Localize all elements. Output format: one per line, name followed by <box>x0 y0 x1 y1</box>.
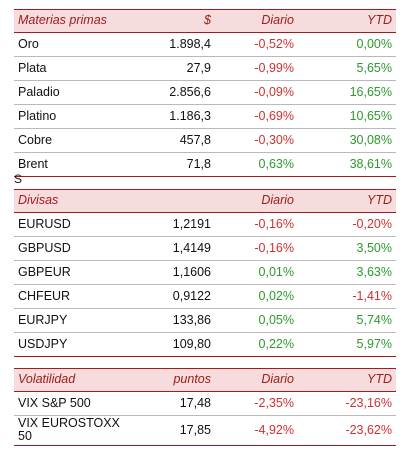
row-value: 133,86 <box>172 313 211 327</box>
table-row: VIX S&P 500 17,48 -2,35% -23,16% <box>14 392 396 416</box>
row-daily: 0,22% <box>258 337 294 351</box>
row-daily: -0,16% <box>254 241 294 255</box>
row-ytd: -0,20% <box>352 217 392 231</box>
row-ytd: 5,74% <box>356 313 392 327</box>
row-ytd: 3,63% <box>356 265 392 279</box>
table-row: USDJPY 109,80 0,22% 5,97% <box>14 333 396 357</box>
row-name: Plata <box>18 61 47 75</box>
row-value: 1,4149 <box>172 241 211 255</box>
table-row: Brent 71,8 0,63% 38,61% <box>14 153 396 177</box>
row-daily: 0,01% <box>258 265 294 279</box>
row-name: USDJPY <box>18 337 68 351</box>
row-value: 27,9 <box>186 61 211 75</box>
header-daily: Diario <box>261 193 294 207</box>
separator-text: S <box>14 172 23 186</box>
row-value: 71,8 <box>186 157 211 171</box>
currencies-table: Divisas Diario YTD EURUSD 1,2191 -0,16% … <box>14 189 396 357</box>
commodities-header: Materias primas $ Diario YTD <box>14 9 396 33</box>
row-ytd: 10,65% <box>349 109 392 123</box>
header-ytd: YTD <box>367 193 392 207</box>
row-ytd: 30,08% <box>349 133 392 147</box>
row-daily: 0,05% <box>258 313 294 327</box>
row-name: CHFEUR <box>18 289 71 303</box>
table-row: Paladio 2.856,6 -0,09% 16,65% <box>14 81 396 105</box>
table-row: GBPUSD 1,4149 -0,16% 3,50% <box>14 237 396 261</box>
table-row: VIX EUROSTOXX 50 17,85 -4,92% -23,62% <box>14 416 396 446</box>
row-ytd: -23,62% <box>345 423 392 437</box>
row-value: 1.898,4 <box>169 37 211 51</box>
row-name: GBPEUR <box>18 265 71 279</box>
header-ytd: YTD <box>367 13 392 27</box>
row-value: 109,80 <box>172 337 211 351</box>
row-value: 17,48 <box>179 396 211 410</box>
table-row: Plata 27,9 -0,99% 5,65% <box>14 57 396 81</box>
row-ytd: 3,50% <box>356 241 392 255</box>
row-name: GBPUSD <box>18 241 71 255</box>
row-daily: -4,92% <box>254 423 294 437</box>
table-row: EURUSD 1,2191 -0,16% -0,20% <box>14 213 396 237</box>
row-daily: -2,35% <box>254 396 294 410</box>
row-ytd: 0,00% <box>356 37 392 51</box>
table-row: EURJPY 133,86 0,05% 5,74% <box>14 309 396 333</box>
volatility-header: Volatilidad puntos Diario YTD <box>14 368 396 392</box>
commodities-table: Materias primas $ Diario YTD Oro 1.898,4… <box>14 9 396 177</box>
row-name: VIX EUROSTOXX 50 <box>18 416 120 443</box>
row-ytd: -1,41% <box>352 289 392 303</box>
currencies-header: Divisas Diario YTD <box>14 189 396 213</box>
row-daily: -0,99% <box>254 61 294 75</box>
row-value: 0,9122 <box>172 289 211 303</box>
header-ytd: YTD <box>367 372 392 386</box>
row-name: Paladio <box>18 85 60 99</box>
header-unit: $ <box>204 13 211 27</box>
header-daily: Diario <box>261 372 294 386</box>
row-name: Platino <box>18 109 57 123</box>
row-value: 1,1606 <box>172 265 211 279</box>
table-row: GBPEUR 1,1606 0,01% 3,63% <box>14 261 396 285</box>
volatility-table: Volatilidad puntos Diario YTD VIX S&P 50… <box>14 368 396 446</box>
header-label: Divisas <box>18 193 59 207</box>
header-daily: Diario <box>261 13 294 27</box>
table-row: Oro 1.898,4 -0,52% 0,00% <box>14 33 396 57</box>
row-daily: -0,09% <box>254 85 294 99</box>
table-row: CHFEUR 0,9122 0,02% -1,41% <box>14 285 396 309</box>
row-daily: -0,69% <box>254 109 294 123</box>
row-daily: -0,30% <box>254 133 294 147</box>
row-daily: 0,63% <box>258 157 294 171</box>
row-value: 17,85 <box>179 423 211 437</box>
row-name: VIX S&P 500 <box>18 396 91 410</box>
header-unit: puntos <box>173 372 211 386</box>
table-row: Cobre 457,8 -0,30% 30,08% <box>14 129 396 153</box>
header-label: Materias primas <box>18 13 107 27</box>
row-daily: -0,52% <box>254 37 294 51</box>
row-value: 457,8 <box>179 133 211 147</box>
row-ytd: 16,65% <box>349 85 392 99</box>
row-ytd: 38,61% <box>349 157 392 171</box>
row-value: 1,2191 <box>172 217 211 231</box>
row-name: Oro <box>18 37 39 51</box>
row-ytd: 5,65% <box>356 61 392 75</box>
row-name: EURUSD <box>18 217 71 231</box>
row-name-line2: 50 <box>18 429 32 443</box>
row-daily: -0,16% <box>254 217 294 231</box>
row-ytd: 5,97% <box>356 337 392 351</box>
row-name-line1: VIX EUROSTOXX <box>18 416 120 430</box>
row-value: 1.186,3 <box>169 109 211 123</box>
row-name: Brent <box>18 157 48 171</box>
header-label: Volatilidad <box>18 372 76 386</box>
row-value: 2.856,6 <box>169 85 211 99</box>
row-name: Cobre <box>18 133 53 147</box>
row-ytd: -23,16% <box>345 396 392 410</box>
table-row: Platino 1.186,3 -0,69% 10,65% <box>14 105 396 129</box>
row-daily: 0,02% <box>258 289 294 303</box>
row-name: EURJPY <box>18 313 68 327</box>
